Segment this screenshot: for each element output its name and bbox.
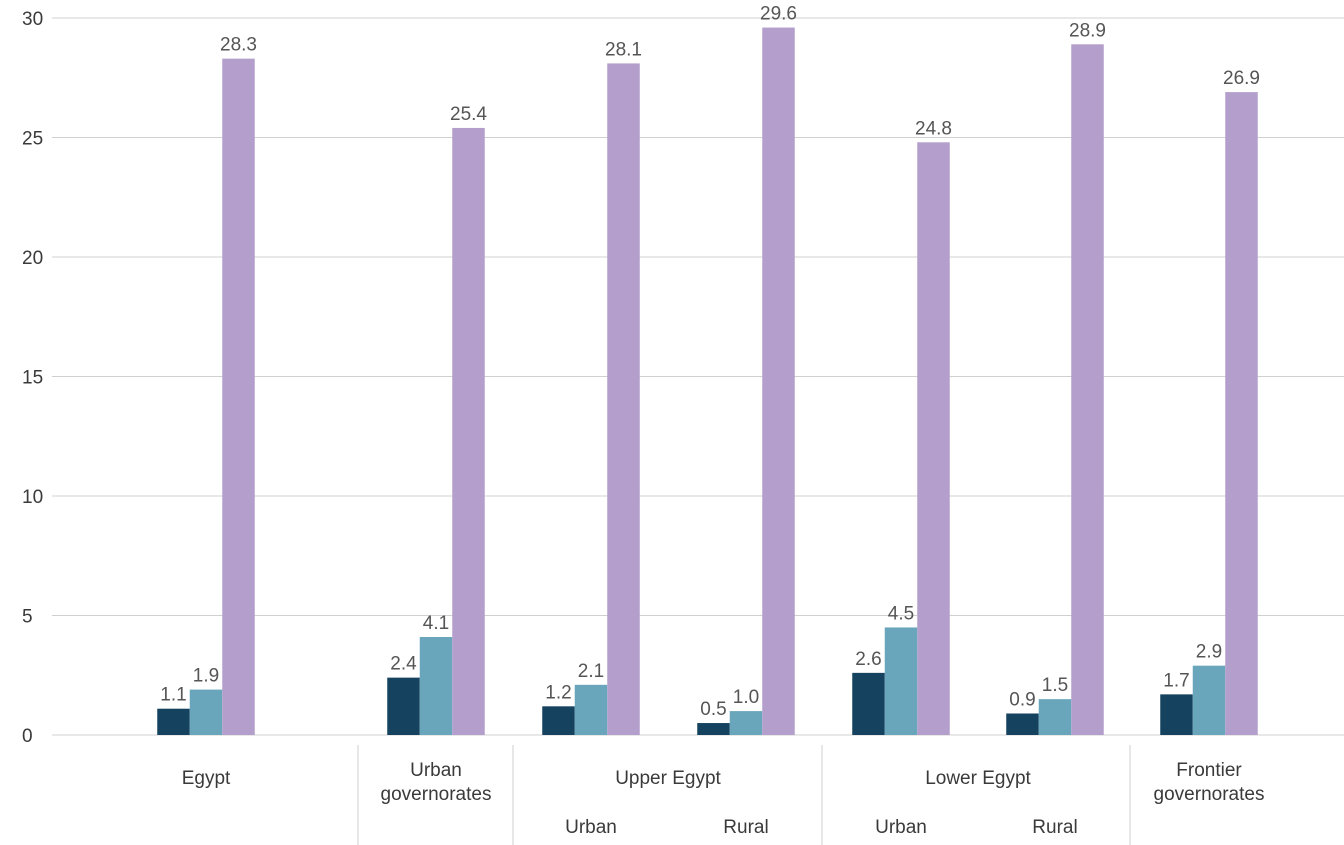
data-label: 28.3: [220, 35, 257, 56]
bars: [157, 27, 1258, 736]
bar: [189, 689, 223, 735]
bar: [762, 27, 795, 736]
data-label: 1.9: [193, 666, 219, 687]
data-label: 24.8: [915, 118, 952, 139]
bar: [1006, 713, 1039, 735]
bar: [1038, 699, 1072, 735]
data-label: 28.9: [1069, 20, 1106, 41]
category-sublabel: Rural: [723, 817, 768, 838]
category-sublabel: Urban: [565, 817, 617, 838]
bar: [574, 684, 608, 735]
bar: [1225, 92, 1258, 736]
bar: [452, 127, 485, 735]
y-tick-label: 5: [22, 607, 33, 628]
category-label: Upper Egypt: [615, 768, 721, 789]
bar: [607, 63, 640, 736]
bar: [387, 677, 420, 735]
data-labels: 1.1 2.4 1.2 0.5 2.6 0.9 1.7 1.9 4.1 2.1 1.0 4.5 1.5 2…: [160, 4, 1260, 720]
category-label: Egypt: [182, 768, 231, 789]
category-label: Urban: [410, 760, 462, 781]
bar: [157, 708, 190, 735]
data-label: 29.6: [760, 4, 797, 25]
y-tick-label: 25: [22, 129, 43, 150]
data-label: 1.2: [545, 682, 571, 703]
category-label: governorates: [381, 784, 492, 805]
bar: [1071, 44, 1104, 736]
category-sublabel: Urban: [875, 817, 927, 838]
y-axis-ticks: 0 5 10 15 20 25 30: [22, 9, 43, 747]
data-label: 1.1: [160, 685, 186, 706]
data-label: 2.9: [1196, 642, 1222, 663]
bar: [852, 672, 885, 735]
data-label: 4.5: [888, 603, 914, 624]
data-label: 2.6: [855, 649, 881, 670]
bar: [222, 58, 255, 735]
y-tick-label: 0: [22, 726, 33, 747]
data-label: 1.0: [733, 687, 759, 708]
data-label: 1.7: [1163, 670, 1189, 691]
bar: [729, 711, 763, 735]
category-labels: Egypt Urban governorates Upper Egypt Urban Ru…: [182, 760, 1265, 838]
y-tick-label: 15: [22, 368, 43, 389]
category-label: Frontier: [1176, 760, 1242, 781]
data-label: 0.9: [1009, 689, 1035, 710]
bar: [419, 637, 453, 735]
bar: [697, 723, 730, 735]
category-label: governorates: [1154, 784, 1265, 805]
gridlines: [52, 17, 1344, 736]
y-tick-label: 30: [22, 9, 43, 30]
bar: [884, 627, 918, 735]
data-label: 2.1: [578, 661, 604, 682]
data-label: 2.4: [390, 654, 417, 675]
category-sublabel: Rural: [1032, 817, 1077, 838]
bar: [917, 142, 950, 735]
category-label: Lower Egypt: [925, 768, 1031, 789]
data-label: 1.5: [1042, 675, 1068, 696]
data-label: 28.1: [605, 39, 642, 60]
y-tick-label: 20: [22, 248, 43, 269]
data-label: 25.4: [450, 104, 487, 125]
data-label: 4.1: [423, 613, 449, 634]
data-label: 0.5: [700, 699, 726, 720]
bar: [1192, 665, 1226, 735]
data-label: 26.9: [1223, 68, 1260, 89]
bar: [1160, 694, 1193, 735]
y-tick-label: 10: [22, 487, 43, 508]
bar: [542, 706, 575, 735]
category-separators: [357, 745, 1131, 845]
